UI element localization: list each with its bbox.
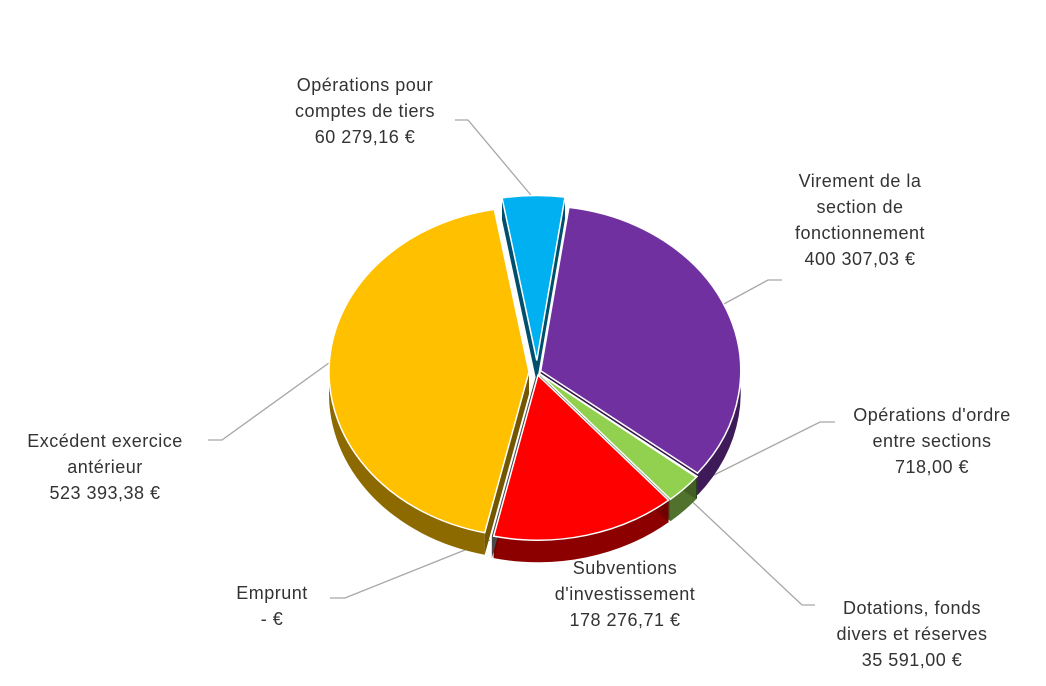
slice-label: Opérations pour comptes de tiers 60 279,1…	[280, 72, 450, 150]
category-name: Excédent exercice antérieur	[27, 431, 183, 477]
slice-label: Dotations, fonds divers et réserves 35 59…	[817, 595, 1007, 673]
value-label: 400 307,03 €	[804, 249, 916, 269]
pie-slice	[492, 373, 670, 541]
value-label: 523 393,38 €	[49, 483, 161, 503]
category-name: Opérations d'ordre entre sections	[853, 405, 1011, 451]
leader-line	[208, 354, 341, 441]
value-label: 178 276,71 €	[569, 610, 681, 630]
leader-line	[330, 539, 491, 599]
value-label: 35 591,00 €	[861, 650, 963, 670]
leaders	[208, 119, 835, 606]
pie-slice	[501, 194, 566, 361]
category-name: Subventions d'investissement	[554, 558, 696, 604]
leader-line	[455, 119, 536, 201]
leader-line	[689, 421, 835, 488]
category-name: Opérations pour comptes de tiers	[294, 75, 436, 121]
category-name: Virement de la section de fonctionnement	[794, 171, 926, 243]
pie-slice	[539, 373, 698, 501]
slice-side	[493, 500, 669, 563]
category-name: Emprunt	[236, 583, 308, 603]
value-label: - €	[260, 609, 284, 629]
leader-line	[681, 491, 815, 606]
category-name: Dotations, fonds divers et réserves	[836, 598, 988, 644]
slice-label: Emprunt - €	[232, 580, 312, 632]
pie-slice	[328, 208, 530, 534]
pie-slice	[539, 206, 742, 475]
value-label: 718,00 €	[894, 457, 970, 477]
slice-label: Virement de la section de fonctionnement…	[775, 168, 945, 272]
slice-label: Subventions d'investissement 178 276,71 €	[535, 555, 715, 633]
value-label: 60 279,16 €	[314, 127, 416, 147]
leader-line	[721, 279, 782, 306]
slice-label: Excédent exercice antérieur 523 393,38 €	[5, 428, 205, 506]
slice-label: Opérations d'ordre entre sections 718,00 …	[832, 402, 1032, 480]
